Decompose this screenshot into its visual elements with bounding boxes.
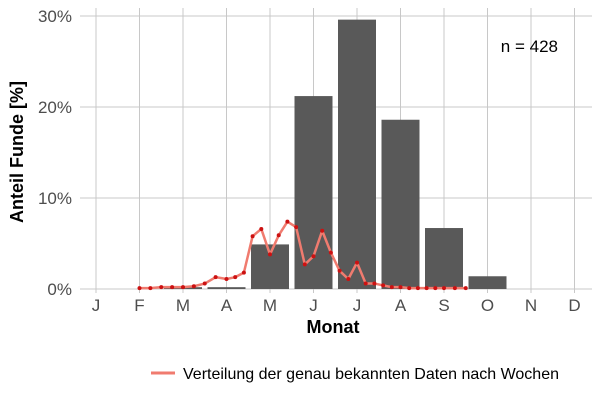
weekly-distribution-point (433, 286, 438, 291)
weekly-distribution-point (320, 228, 325, 233)
weekly-distribution-point (398, 285, 403, 290)
y-tick-label: 30% (38, 7, 72, 26)
weekly-distribution-point (285, 219, 290, 224)
x-tick-label: J (353, 296, 362, 315)
bar (338, 19, 376, 289)
x-tick-label: S (438, 296, 449, 315)
weekly-distribution-point (259, 226, 264, 231)
x-tick-label: F (134, 296, 144, 315)
weekly-distribution-point (181, 285, 185, 290)
weekly-distribution-point (224, 276, 229, 281)
weekly-distribution-point (311, 254, 316, 259)
weekly-distribution-point (442, 286, 446, 291)
x-tick-label: N (525, 296, 537, 315)
x-tick-label: D (568, 296, 580, 315)
x-tick-label: J (92, 296, 101, 315)
weekly-distribution-point (424, 286, 429, 291)
weekly-distribution-point (202, 281, 207, 286)
weekly-distribution-point (346, 276, 351, 281)
weekly-distribution-point (302, 262, 307, 267)
weekly-distribution-point (233, 275, 238, 280)
bar (381, 119, 420, 290)
bar (468, 276, 507, 289)
weekly-distribution-point (276, 233, 281, 238)
x-axis-title: Monat (307, 317, 360, 337)
weekly-distribution-point (463, 286, 468, 291)
x-tick-label: O (481, 296, 494, 315)
weekly-distribution-point (328, 250, 333, 255)
y-tick-label: 20% (38, 98, 72, 117)
x-tick-label: A (395, 296, 407, 315)
weekly-distribution-point (337, 268, 342, 273)
weekly-distribution-point (452, 286, 457, 291)
bar (207, 287, 246, 289)
legend-label: Verteilung der genau bekannten Daten nac… (183, 366, 559, 383)
y-tick-labels: 0% 10% 20% 30% (38, 7, 72, 299)
weekly-distribution-point (415, 286, 420, 291)
x-tick-label: M (176, 296, 190, 315)
weekly-distribution-point (170, 285, 175, 290)
sample-size-annotation: n = 428 (501, 37, 558, 56)
weekly-distribution-point (389, 285, 394, 290)
weekly-distribution-point (191, 284, 196, 289)
x-tick-label: M (263, 296, 277, 315)
weekly-distribution-point (294, 225, 299, 230)
x-tick-label: A (221, 296, 233, 315)
weekly-distribution-point (241, 270, 246, 275)
bar (294, 96, 333, 289)
weekly-distribution-point (159, 285, 164, 290)
y-tick-label: 10% (38, 189, 72, 208)
weekly-distribution-point (407, 286, 412, 291)
weekly-distribution-point (363, 281, 368, 286)
weekly-distribution-point (148, 286, 153, 291)
weekly-distribution-point (381, 283, 386, 288)
bar (425, 228, 463, 289)
y-axis-title: Anteil Funde [%] (7, 81, 27, 223)
legend: Verteilung der genau bekannten Daten nac… (151, 366, 559, 383)
points-layer (137, 219, 468, 291)
weekly-distribution-point (250, 234, 255, 239)
weekly-distribution-point (137, 286, 142, 291)
bars-layer (164, 19, 507, 290)
weekly-distribution-point (372, 281, 377, 286)
weekly-distribution-point (355, 260, 359, 265)
weekly-distribution-point (268, 252, 272, 257)
weekly-distribution-point (213, 275, 218, 280)
x-tick-label: J (309, 296, 318, 315)
y-tick-label: 0% (47, 280, 72, 299)
